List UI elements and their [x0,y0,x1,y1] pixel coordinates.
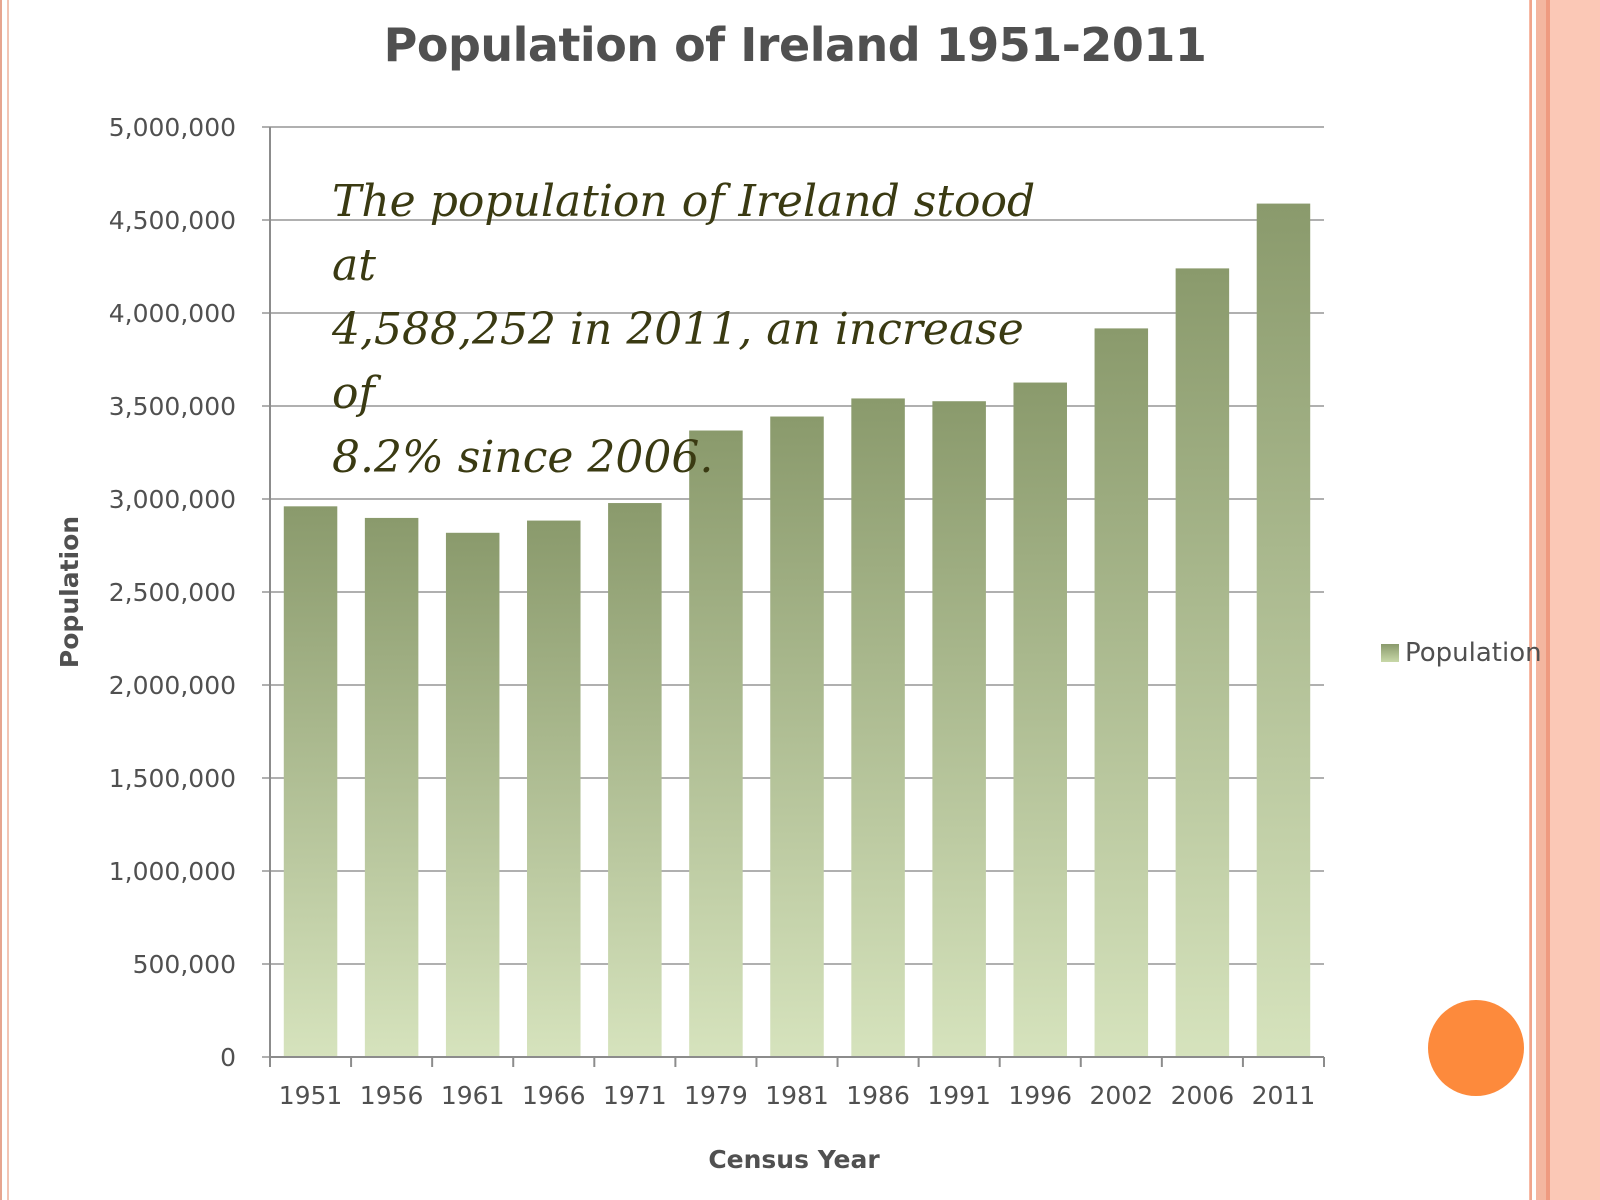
bar-1971 [608,503,662,1057]
legend-label: Population [1405,638,1542,668]
legend-swatch [1381,644,1399,662]
x-tick-label: 1996 [1008,1081,1072,1110]
bar-2002 [1094,328,1149,1057]
y-tick-label: 2,500,000 [109,578,236,607]
x-tick-label: 1961 [441,1081,505,1110]
y-tick-labels: 0 500,000 1,000,000 1,500,000 2,000,000 2,500… [109,113,236,1072]
bar-1966 [527,520,581,1057]
y-tick-label: 4,000,000 [109,299,236,328]
bar-1961 [445,532,500,1057]
y-tick-label: 1,500,000 [109,764,236,793]
slide-frame-left-outer [0,0,2,1200]
bar-1991 [932,401,986,1057]
slide-frame-left-inner [7,0,9,1200]
y-axis-title: Population [55,516,84,668]
x-tick-labels: 1951 1956 1961 1966 1971 1979 1981 1986 1991 1996… [279,1081,1316,1110]
x-tick-label: 1951 [279,1081,343,1110]
axes [269,127,1325,1067]
x-tick-label: 1956 [360,1081,424,1110]
x-tick-label: 2006 [1171,1081,1235,1110]
y-tick-label: 500,000 [133,950,236,979]
orange-circle-decoration [1428,1000,1524,1096]
x-tick-label: 2002 [1089,1081,1153,1110]
slide-frame-right-stripes [1526,0,1600,1200]
x-tick-label: 1986 [846,1081,910,1110]
bar-1951 [283,506,338,1057]
bar-2011 [1256,203,1311,1057]
bar-1979 [689,430,743,1058]
bars [283,203,1311,1058]
y-tick-label: 2,000,000 [109,671,236,700]
y-tick-label: 4,500,000 [109,206,236,235]
bar-1986 [851,398,905,1057]
x-tick-label: 1981 [765,1081,829,1110]
bar-1956 [364,517,419,1057]
slide-frame-right-line [1530,0,1532,1200]
x-tick-label: 1979 [684,1081,748,1110]
x-tick-label: 1966 [522,1081,586,1110]
bar-2006 [1175,268,1230,1057]
y-tick-label: 3,000,000 [109,485,236,514]
legend: Population [1381,638,1551,668]
y-tick-label: 3,500,000 [109,392,236,421]
x-tick-label: 2011 [1252,1081,1316,1110]
x-tick-label: 1991 [927,1081,991,1110]
y-tick-label: 1,000,000 [109,857,236,886]
chart-title: Population of Ireland 1951-2011 [383,18,1207,72]
x-tick-label: 1971 [603,1081,667,1110]
bar-1996 [1013,382,1067,1057]
x-axis-title: Census Year [708,1145,880,1174]
y-tick-label: 0 [220,1043,236,1072]
chart-annotation: The population of Ireland stood at 4,588… [332,176,1036,483]
y-tick-label: 5,000,000 [109,113,236,142]
bar-1981 [770,416,824,1057]
